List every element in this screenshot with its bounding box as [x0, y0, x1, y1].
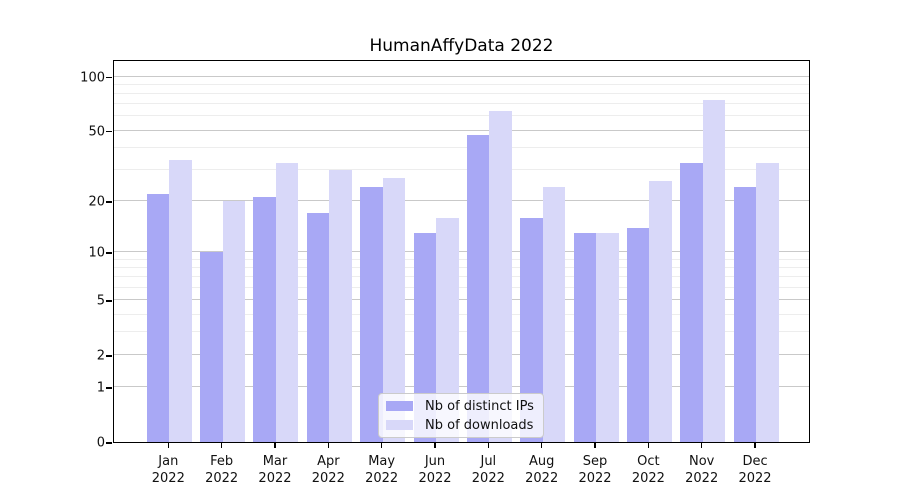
x-axis-tick-label: Mar 2022 — [258, 454, 292, 486]
x-axis-tick-mark — [434, 443, 436, 448]
bar-ips-jun — [413, 233, 436, 442]
bar-downloads-jun — [436, 217, 459, 442]
major-gridline — [114, 199, 809, 201]
plot-area — [113, 60, 810, 443]
minor-gridline — [114, 83, 809, 85]
bar-downloads-dec — [756, 162, 779, 442]
minor-gridline — [114, 331, 809, 333]
bar-ips-mar — [253, 197, 276, 442]
bar-ips-dec — [733, 187, 757, 442]
bar-downloads-sep — [596, 233, 619, 442]
major-gridline — [114, 354, 809, 355]
x-axis-tick-label: May 2022 — [365, 454, 399, 486]
x-axis-tick-label: Jul 2022 — [471, 454, 505, 486]
y-axis-tick-mark — [106, 201, 112, 203]
bar-downloads-apr — [329, 170, 352, 442]
y-axis-tick-mark — [106, 387, 112, 389]
bar-downloads-jul — [489, 111, 512, 442]
legend: Nb of distinct IPs Nb of downloads — [378, 393, 544, 438]
y-axis-tick-label: 5 — [96, 293, 105, 309]
x-axis-tick-mark — [380, 443, 383, 448]
bar-ips-sep — [573, 233, 597, 442]
major-gridline — [114, 75, 809, 77]
y-axis-tick-mark — [106, 130, 112, 133]
x-axis-tick-mark — [167, 443, 170, 448]
bar-ips-apr — [306, 213, 330, 442]
minor-gridline — [114, 286, 809, 288]
minor-gridline — [114, 103, 809, 105]
x-axis-tick-label: Nov 2022 — [685, 454, 719, 486]
y-axis-tick-mark — [106, 76, 112, 79]
x-axis-tick-mark — [647, 443, 650, 448]
minor-gridline — [114, 93, 809, 94]
bar-downloads-jan — [169, 160, 192, 442]
bar-downloads-mar — [275, 162, 299, 442]
y-axis-tick-label: 20 — [88, 194, 105, 210]
major-gridline — [114, 386, 809, 388]
bar-downloads-may — [382, 178, 406, 442]
x-axis-tick-label: Apr 2022 — [311, 454, 345, 486]
x-axis-tick-mark — [754, 443, 756, 448]
bar-downloads-oct — [649, 181, 672, 442]
x-axis-tick-mark — [594, 443, 596, 448]
x-axis-tick-label: Jan 2022 — [151, 454, 185, 486]
x-axis-tick-mark — [487, 443, 490, 448]
y-axis-tick-label: 10 — [88, 245, 105, 261]
chart-title: HumanAffyData 2022 — [369, 36, 554, 56]
bar-ips-jan — [146, 193, 170, 442]
minor-gridline — [114, 267, 809, 268]
minor-gridline — [114, 115, 809, 117]
y-axis-tick-label: 50 — [88, 124, 105, 140]
bar-ips-oct — [626, 227, 650, 442]
minor-gridline — [114, 146, 809, 148]
y-axis-tick-label: 100 — [80, 70, 105, 85]
x-axis-tick-mark — [220, 443, 223, 448]
minor-gridline — [114, 258, 809, 260]
legend-swatch-downloads — [386, 420, 413, 430]
bar-ips-may — [360, 187, 383, 442]
legend-label-downloads: Nb of downloads — [425, 417, 534, 433]
x-axis-tick-label: Jun 2022 — [418, 454, 452, 486]
bar-ips-aug — [520, 217, 543, 442]
y-axis-tick-mark — [106, 300, 112, 302]
x-axis-tick-mark — [327, 443, 330, 448]
major-gridline — [114, 129, 809, 131]
y-axis-tick-mark — [106, 355, 112, 357]
x-axis-tick-label: Oct 2022 — [631, 454, 665, 486]
y-axis-tick-mark — [106, 442, 112, 444]
bar-downloads-nov — [702, 100, 726, 442]
y-axis-tick-label: 1 — [96, 380, 105, 396]
legend-row-downloads: Nb of downloads — [386, 418, 536, 433]
legend-swatch-distinct-ips — [386, 401, 413, 411]
bar-ips-feb — [200, 252, 223, 442]
x-axis-tick-mark — [274, 443, 276, 448]
major-gridline — [114, 299, 809, 301]
x-axis-tick-mark — [540, 443, 543, 448]
y-axis-tick-mark — [106, 252, 112, 254]
x-axis-tick-mark — [700, 443, 703, 448]
minor-gridline — [114, 276, 809, 278]
major-gridline — [114, 251, 809, 253]
y-axis-tick-label: 2 — [96, 348, 105, 364]
x-axis-tick-label: Feb 2022 — [205, 454, 239, 486]
x-axis-tick-label: Dec 2022 — [738, 454, 772, 486]
minor-gridline — [114, 313, 809, 315]
bar-ips-nov — [680, 162, 703, 442]
legend-row-distinct-ips: Nb of distinct IPs — [386, 399, 536, 414]
bar-downloads-feb — [222, 200, 246, 442]
x-axis-tick-label: Aug 2022 — [525, 454, 559, 486]
bar-ips-jul — [466, 135, 490, 442]
minor-gridline — [114, 169, 809, 171]
bar-downloads-aug — [542, 187, 566, 442]
x-axis-tick-label: Sep 2022 — [578, 454, 612, 486]
legend-label-distinct-ips: Nb of distinct IPs — [425, 398, 534, 414]
y-axis-tick-label: 0 — [96, 435, 105, 451]
